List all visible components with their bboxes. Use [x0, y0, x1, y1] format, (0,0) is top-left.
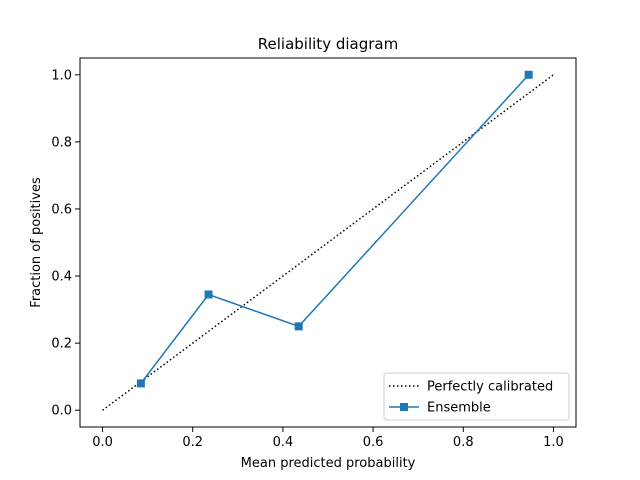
- y-tick-label: 0.2: [51, 337, 72, 352]
- y-tick-label: 0.6: [51, 202, 72, 217]
- x-tick-label: 0.8: [453, 435, 474, 450]
- legend-label: Perfectly calibrated: [427, 380, 553, 395]
- x-tick-label: 0.6: [363, 435, 384, 450]
- data-point-ensemble: [524, 70, 533, 79]
- y-tick-label: 0.4: [51, 270, 72, 285]
- chart-title: Reliability diagram: [258, 35, 398, 53]
- y-tick-label: 0.0: [51, 404, 72, 419]
- x-axis-label: Mean predicted probability: [241, 456, 416, 471]
- legend-marker: [400, 403, 408, 411]
- legend-box: [383, 372, 570, 421]
- x-tick-label: 0.4: [273, 435, 294, 450]
- plot-frame: [79, 57, 577, 428]
- data-point-ensemble: [204, 290, 213, 299]
- data-point-ensemble: [294, 322, 303, 331]
- legend: Perfectly calibrated Ensemble: [383, 372, 570, 421]
- x-tick-label: 0.0: [92, 435, 113, 450]
- y-tick-label: 0.8: [51, 135, 72, 150]
- x-tick-label: 0.2: [182, 435, 203, 450]
- x-tick-label: 1.0: [543, 435, 564, 450]
- data-point-ensemble: [136, 379, 145, 388]
- series-line-ensemble: [140, 74, 530, 384]
- y-tick-label: 1.0: [51, 68, 72, 83]
- plot-area: [102, 70, 554, 411]
- y-axis-label: Fraction of positives: [29, 177, 44, 308]
- legend-label: Ensemble: [427, 401, 491, 416]
